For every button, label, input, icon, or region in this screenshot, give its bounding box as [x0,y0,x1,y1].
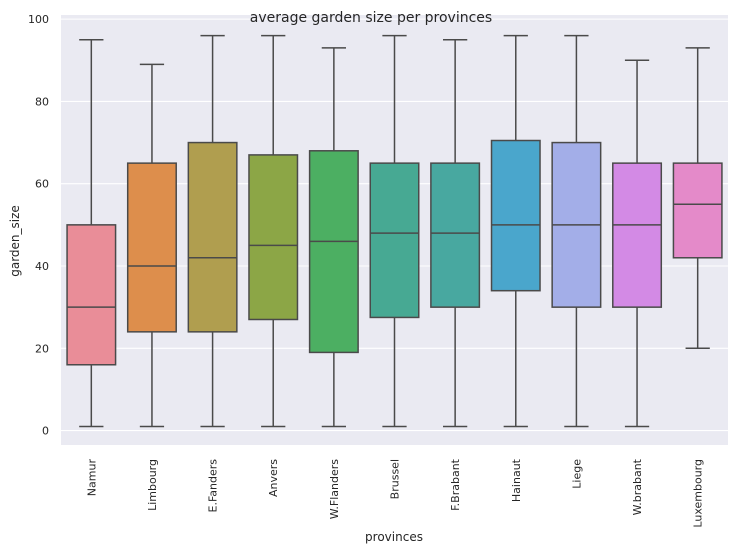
box-luxembourg [672,47,723,350]
chart-title: average garden size per provinces [250,10,492,26]
box-body [248,154,299,321]
x-tick-label: E.Fanders [207,459,220,513]
x-tick-label: W.brabant [631,458,644,515]
x-tick-label: Namur [85,459,98,497]
box-brussel [369,34,420,428]
box-e-fanders [187,34,238,428]
x-tick-label: Limbourg [146,459,159,511]
x-tick-label: Liege [570,459,583,489]
box-body [672,162,723,259]
box-f-brabant [430,38,481,428]
box-limbourg [126,63,177,428]
x-tick-label: Hainaut [510,458,523,502]
box-liege [551,34,602,428]
y-axis-label: garden_size [8,205,22,277]
x-tick-labels: Namur Limbourg E.Fanders Anvers W.Flanders Br… [85,458,704,527]
box-body [126,162,177,333]
box-w-brabant [612,59,663,428]
box-body [430,162,481,308]
box-anvers [248,34,299,428]
y-tick-label: 40 [35,260,49,273]
box-w-flanders [308,47,359,428]
y-tick-label: 0 [42,425,49,438]
box-namur [66,38,117,428]
y-tick-label: 100 [28,13,49,26]
box-body [490,139,541,292]
x-tick-label: Brussel [389,459,402,499]
box-body [369,162,420,319]
y-tick-labels: 0 20 40 60 80 100 [28,13,49,437]
x-tick-label: Luxembourg [692,459,705,528]
box-body [308,150,359,354]
x-tick-label: Anvers [267,459,280,497]
box-body [612,162,663,308]
box-body [187,141,238,333]
y-tick-label: 20 [35,342,49,355]
box-hainaut [490,34,541,428]
x-tick-label: F.Brabant [449,458,462,511]
boxes [66,34,723,428]
x-axis-label: provinces [365,530,423,544]
x-tick-label: W.Flanders [328,459,341,519]
box-body [66,224,117,366]
y-tick-label: 60 [35,178,49,191]
y-tick-label: 80 [35,95,49,108]
